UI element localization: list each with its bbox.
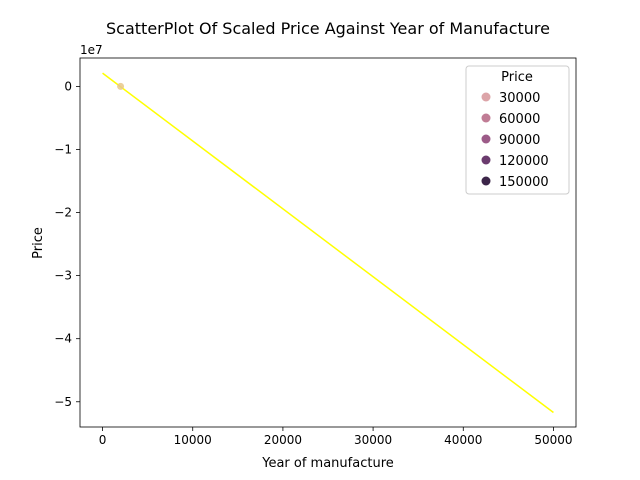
scatter-point [117,82,125,90]
y-tick-label: −5 [54,395,72,409]
legend-marker [481,134,491,144]
legend-marker [481,155,491,165]
legend-label: 90000 [499,133,540,148]
legend-marker [481,92,491,102]
regression-line [102,72,554,414]
x-tick-label: 20000 [264,433,302,447]
y-tick-label: −3 [54,269,72,283]
legend: Price 30000 60000 90000 120000 150000 [465,65,570,195]
y-offset-label: 1e7 [80,43,103,57]
chart-title: ScatterPlot Of Scaled Price Against Year… [106,19,550,38]
legend-label: 30000 [499,91,540,106]
x-tick-label: 30000 [354,433,392,447]
plot-area: 0 10000 20000 30000 40000 50000 0 −1 −2 −3 −4 −5 [54,57,577,447]
x-tick-label: 10000 [174,433,212,447]
y-tick-label: −4 [54,332,72,346]
legend-label: 150000 [499,175,549,190]
legend-label: 120000 [499,154,549,169]
legend-frame [465,65,570,195]
x-axis-label: Year of manufacture [261,456,394,471]
legend-marker [481,113,491,123]
axes-frame [79,57,577,428]
y-tick-label: 0 [64,79,72,93]
y-tick-label: −2 [54,206,72,220]
legend-label: 60000 [499,112,540,127]
x-tick-label: 0 [99,433,107,447]
y-axis-label: Price [31,227,46,259]
legend-entries: 30000 60000 90000 120000 150000 [481,91,549,190]
legend-marker [481,176,491,186]
y-tick-label: −1 [54,142,72,156]
x-tick-label: 50000 [534,433,572,447]
x-tick-label: 40000 [444,433,482,447]
legend-title: Price [501,70,533,85]
